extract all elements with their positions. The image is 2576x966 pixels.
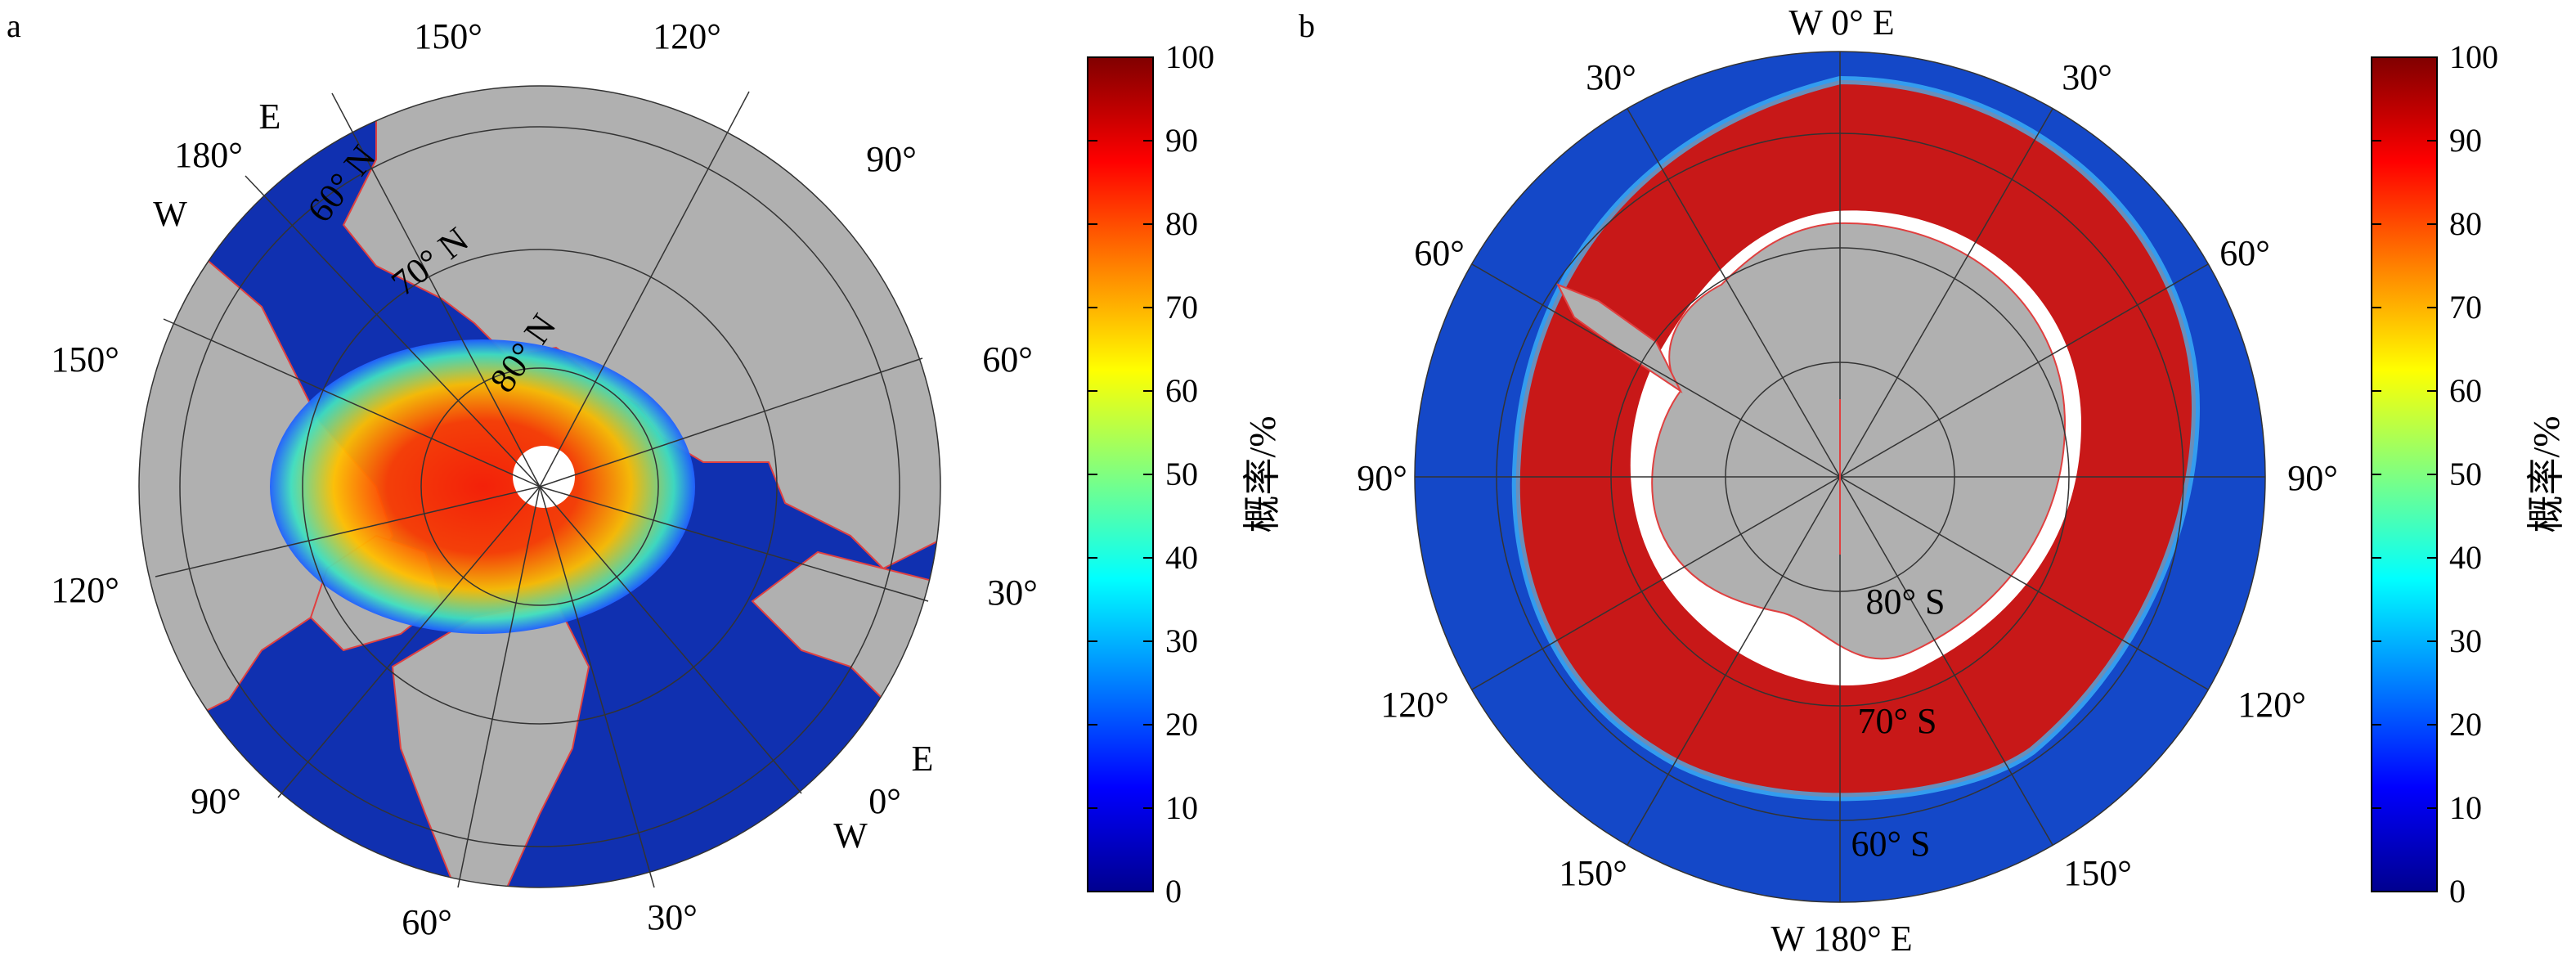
colorbar-tick-label: 0 — [2449, 873, 2466, 910]
antarctic-lat-label: 80° S — [1865, 582, 1945, 622]
antarctic-ring-edge — [1511, 75, 2201, 802]
arctic-lon-label: 120° — [653, 16, 721, 56]
colorbar-tick-label: 100 — [2449, 38, 2498, 75]
arctic-lon-label: 90° — [866, 139, 917, 179]
arctic-lon-label: 30° — [987, 573, 1038, 613]
colorbar-b-title: 概率/% — [2525, 416, 2567, 533]
arctic-lon-label: 150° — [414, 16, 482, 56]
colorbar-tick-label: 40 — [2449, 539, 2482, 576]
arctic-lon-label: 60° — [982, 339, 1033, 380]
colorbar-b-gradient — [2371, 56, 2438, 892]
arctic-lon-label: 60° — [402, 902, 452, 942]
antarctic-lat-label: 60° S — [1851, 824, 1931, 864]
colorbar-a-gradient — [1087, 56, 1154, 892]
arctic-lon-label: 0° — [868, 781, 901, 821]
colorbar-tick-label: 20 — [2449, 706, 2482, 743]
colorbar-b — [2371, 56, 2438, 892]
antarctic-lon-label: 150° — [1559, 853, 1627, 893]
arctic-pole-hole — [513, 446, 575, 508]
antarctic-map — [1414, 51, 2266, 903]
arctic-lon-label: 30° — [647, 897, 698, 937]
arctic-lon-label: 120° — [51, 570, 119, 610]
antarctic-lon-label: 90° — [1357, 458, 1407, 498]
colorbar-tick-label: 80 — [2449, 205, 2482, 242]
arctic-west-marker: W — [833, 815, 868, 856]
antarctic-lon-label: 120° — [1380, 685, 1449, 725]
land-antarctic-peninsula — [1555, 283, 1683, 393]
colorbar-tick-label: 40 — [1165, 539, 1198, 576]
antarctic-lon-label: 30° — [1586, 57, 1636, 97]
colorbar-tick-label: 60 — [1165, 372, 1198, 409]
arctic-west-marker: W — [153, 194, 187, 234]
panel-b-letter: b — [1299, 7, 1315, 44]
colorbar-tick-label: 50 — [2449, 456, 2482, 492]
arctic-high-prob-zone — [270, 339, 695, 634]
arctic-east-marker: E — [911, 739, 934, 779]
arctic-lon-label: 150° — [51, 339, 119, 380]
colorbar-tick-label: 70 — [1165, 289, 1198, 326]
colorbar-tick-label: 30 — [2449, 622, 2482, 659]
colorbar-a-ticks — [1088, 56, 1153, 892]
colorbar-b-ticks — [2372, 56, 2437, 892]
colorbar-tick-label: 60 — [2449, 372, 2482, 409]
antarctic-lon-label: 60° — [2219, 233, 2270, 273]
land-antarctica — [1651, 222, 2067, 660]
antarctic-top-label: W 0° E — [1788, 2, 1895, 43]
antarctic-lon-label: 60° — [1414, 233, 1465, 273]
colorbar-tick-label: 10 — [1165, 789, 1198, 826]
colorbar-tick-label: 10 — [2449, 789, 2482, 826]
colorbar-tick-label: 90 — [1165, 122, 1198, 159]
arctic-lon-label: 180° — [174, 135, 243, 175]
colorbar-a-title: 概率/% — [1241, 416, 1283, 533]
arctic-map — [138, 85, 941, 888]
antarctic-lon-label: 30° — [2062, 57, 2112, 97]
colorbar-tick-label: 50 — [1165, 456, 1198, 492]
colorbar-tick-label: 70 — [2449, 289, 2482, 326]
colorbar-tick-label: 30 — [1165, 622, 1198, 659]
colorbar-tick-label: 90 — [2449, 122, 2482, 159]
antarctic-lat-label: 70° S — [1857, 701, 1937, 741]
arctic-lon-label: 90° — [191, 781, 241, 821]
colorbar-a — [1087, 56, 1154, 892]
colorbar-tick-label: 80 — [1165, 205, 1198, 242]
antarctic-bottom-label: W 180° E — [1770, 919, 1913, 959]
panel-a-letter: a — [7, 7, 21, 44]
arctic-east-marker: E — [258, 97, 281, 137]
antarctic-lon-label: 90° — [2287, 458, 2338, 498]
colorbar-tick-label: 0 — [1165, 873, 1182, 910]
arctic-graticule — [138, 85, 941, 888]
antarctic-lon-label: 150° — [2063, 853, 2132, 893]
colorbar-tick-label: 20 — [1165, 706, 1198, 743]
antarctic-lon-label: 120° — [2237, 685, 2306, 725]
colorbar-tick-label: 100 — [1165, 38, 1214, 75]
